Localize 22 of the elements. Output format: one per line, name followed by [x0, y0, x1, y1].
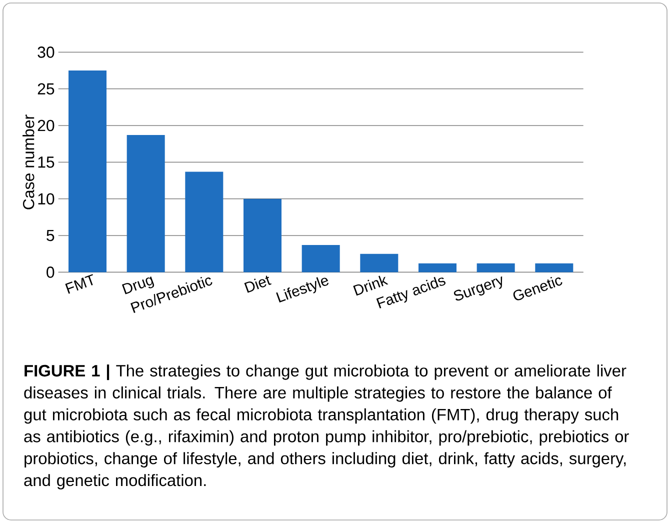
bar — [185, 172, 224, 272]
y-tick-label: 15 — [38, 156, 54, 168]
y-tick-label: 0 — [46, 266, 54, 278]
bar — [68, 70, 107, 272]
bar — [418, 263, 456, 272]
y-tick-label: 10 — [38, 193, 54, 204]
x-tick-label: Diet — [244, 276, 272, 293]
x-tick-label: FMT — [65, 274, 93, 294]
y-tick-label: 20 — [38, 120, 54, 132]
bar — [360, 254, 398, 272]
bar — [476, 263, 515, 272]
x-tick-label: Surgery — [454, 276, 502, 301]
bar — [244, 198, 282, 272]
text: FIGURE 1 | The strategies to change gut microbiota to prevent or ameliorate liver diseases in clinical trials. There are multiple strategies to restore the balance of gut microbiota such as fecal microbiota transplantation (FMT), drug therapy such as antibiotics (e.g., rifaximin) and proton pump inhibitor, pro/prebiotic, prebiotics or probiotics, change of lifestyle, and others including diet, drink, fatty acids, surgery, and genetic modification. — [24, 364, 629, 490]
bar — [126, 135, 165, 272]
bar — [302, 245, 340, 272]
x-tick-label: Genetic — [513, 276, 562, 300]
y-tick-label: 25 — [38, 83, 54, 94]
y-axis-title: Case number — [22, 114, 34, 210]
bar — [535, 263, 574, 272]
y-tick-label: 30 — [38, 46, 54, 58]
y-tick-label: 5 — [46, 230, 54, 242]
